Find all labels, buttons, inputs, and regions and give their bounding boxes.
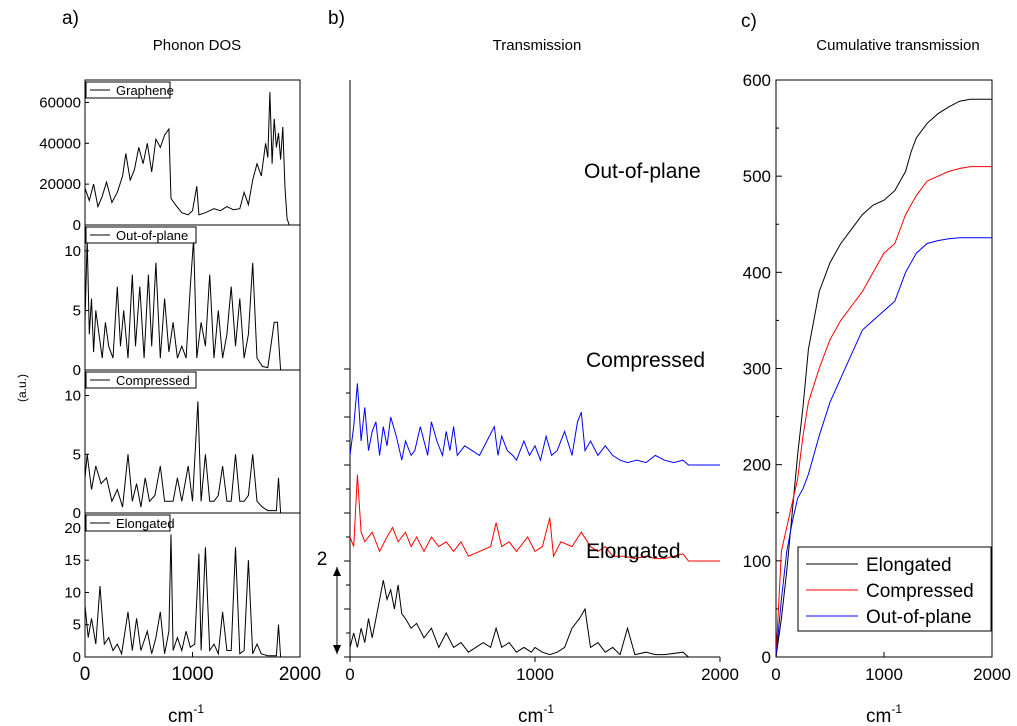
panel-c-series-2: [775, 237, 992, 658]
panel-b-series-2: [349, 580, 720, 658]
panel-b-transmission: Out-of-plane Compressed Elongated 0 1000 2000…: [317, 80, 739, 684]
panel-b-title: Transmission: [493, 37, 582, 54]
panel-a-ytick-label-0-1: 20000: [39, 176, 81, 193]
panel-a-legend-box-1: [85, 226, 197, 244]
panel-a-ytick-label-1-0: 0: [73, 362, 81, 379]
panel-c-xlabel-base: cm: [866, 706, 891, 726]
panel-c-legend-label-1: Compressed: [866, 581, 974, 602]
panel-c-xlabel: cm-1: [866, 702, 902, 726]
panel-b-series-0: [349, 383, 720, 466]
panel-c-xlabel-exp: -1: [891, 702, 902, 716]
panel-a-xlabel-exp: -1: [193, 702, 204, 716]
panel-c-title: Cumulative transmission: [816, 37, 979, 54]
panel-a-xtick-label-1: 1000: [171, 664, 213, 685]
panel-b-xlabel: cm-1: [518, 702, 554, 726]
panel-b-letter: b): [328, 8, 345, 29]
panel-a-ytick-label-3-2: 10: [64, 584, 81, 601]
panel-a-dos-line-2: [84, 401, 300, 514]
panel-c-ytick-label-0: 0: [762, 648, 771, 667]
panel-b-series-1: [349, 474, 720, 562]
panel-b-xtick-label-0: 0: [345, 665, 354, 684]
panel-c-xtick-label-2: 2000: [973, 665, 1011, 684]
panel-a-subplot-frame-1: [84, 224, 301, 371]
panel-a-subplot-frame-3: [84, 512, 301, 658]
svg-text:cm-1: cm-1: [518, 702, 554, 726]
panel-c-series-0: [775, 98, 992, 658]
panel-a-subplot-frame-2: [84, 369, 301, 514]
panel-a-xlabel-base: cm: [168, 706, 193, 726]
panel-a-xtick-label-0: 0: [80, 664, 91, 685]
panel-a-ytick-label-0-2: 40000: [39, 135, 81, 152]
panel-c-xtick-label-1: 1000: [865, 665, 903, 684]
panel-c-xtick-label-0: 0: [771, 665, 780, 684]
panel-a-dos-line-0: [84, 92, 300, 226]
svg-text:cm-1: cm-1: [168, 702, 204, 726]
panel-c-ytick-label-4: 400: [743, 263, 771, 282]
panel-a-ylabel: (a.u.): [15, 374, 29, 402]
panel-a-legend-box-2: [85, 371, 197, 389]
panel-a-dos-line-3: [84, 534, 300, 658]
panel-a-legend-label-1: Out-of-plane: [116, 228, 188, 243]
panel-a-legend-label-3: Elongated: [116, 516, 175, 531]
panel-c-ytick-label-6: 600: [743, 71, 771, 90]
panel-b-scale-arrow-up: [333, 567, 341, 576]
svg-text:cm-1: cm-1: [866, 702, 902, 726]
panel-a-xtick-label-2: 2000: [279, 664, 321, 685]
panel-a-legend-box-0: [85, 81, 171, 99]
panel-a-ytick-label-0-3: 60000: [39, 94, 81, 111]
panel-c-legend-label-2: Out-of-plane: [866, 607, 972, 628]
panel-a-ytick-label-2-0: 0: [73, 505, 81, 522]
panel-a-xlabel: cm-1: [168, 702, 204, 726]
panel-b-xtick-label-1: 1000: [516, 665, 554, 684]
panel-a-legend-box-3: [85, 514, 171, 532]
panel-c-ytick-label-3: 300: [743, 360, 771, 379]
panel-a-ytick-label-1-2: 10: [64, 243, 81, 260]
panel-a-ytick-label-3-3: 15: [64, 552, 81, 569]
panel-c-ytick-label-2: 200: [743, 456, 771, 475]
panel-c-legend-label-0: Elongated: [866, 555, 952, 576]
panel-a-legend-label-2: Compressed: [116, 373, 190, 388]
panel-a-letter: a): [62, 8, 79, 29]
panel-a-ytick-label-2-2: 10: [64, 388, 81, 405]
panel-a-ytick-label-2-1: 5: [73, 446, 81, 463]
panel-c-cumulative-transmission: 0 100 200 300 400 500 600 0 1000 2000 Elongated Com…: [743, 71, 1011, 684]
panel-b-scale-arrow-down: [333, 645, 341, 654]
panel-a-title: Phonon DOS: [153, 37, 241, 54]
panel-a-ytick-label-0-0: 0: [73, 217, 81, 234]
panel-b-scale-label: 2: [317, 549, 328, 570]
panel-c-ytick-label-5: 500: [743, 167, 771, 186]
panel-a-dos-line-1: [84, 238, 300, 371]
panel-c-letter: c): [741, 11, 757, 32]
panel-c-legend-box: [797, 546, 992, 632]
panel-a-phonon-dos: 0200004000060000Graphene0510Out-of-plane…: [39, 79, 321, 685]
panel-b-xtick-label-2: 2000: [701, 665, 739, 684]
panel-a-ytick-label-3-1: 5: [73, 617, 81, 634]
panel-b-series-label-1: Compressed: [586, 349, 705, 372]
panel-b-xlabel-base: cm: [518, 706, 543, 726]
panel-a-ytick-label-3-4: 20: [64, 520, 81, 537]
panel-b-series-label-0: Out-of-plane: [584, 160, 701, 183]
panel-c-ytick-label-1: 100: [743, 552, 771, 571]
panel-b-series-label-2: Elongated: [586, 540, 681, 563]
panel-a-legend-label-0: Graphene: [116, 83, 174, 98]
panel-a-ytick-label-3-0: 0: [73, 649, 81, 666]
panel-a-ytick-label-1-1: 5: [73, 302, 81, 319]
panel-b-xlabel-exp: -1: [543, 702, 554, 716]
panel-c-series-1: [775, 166, 992, 658]
